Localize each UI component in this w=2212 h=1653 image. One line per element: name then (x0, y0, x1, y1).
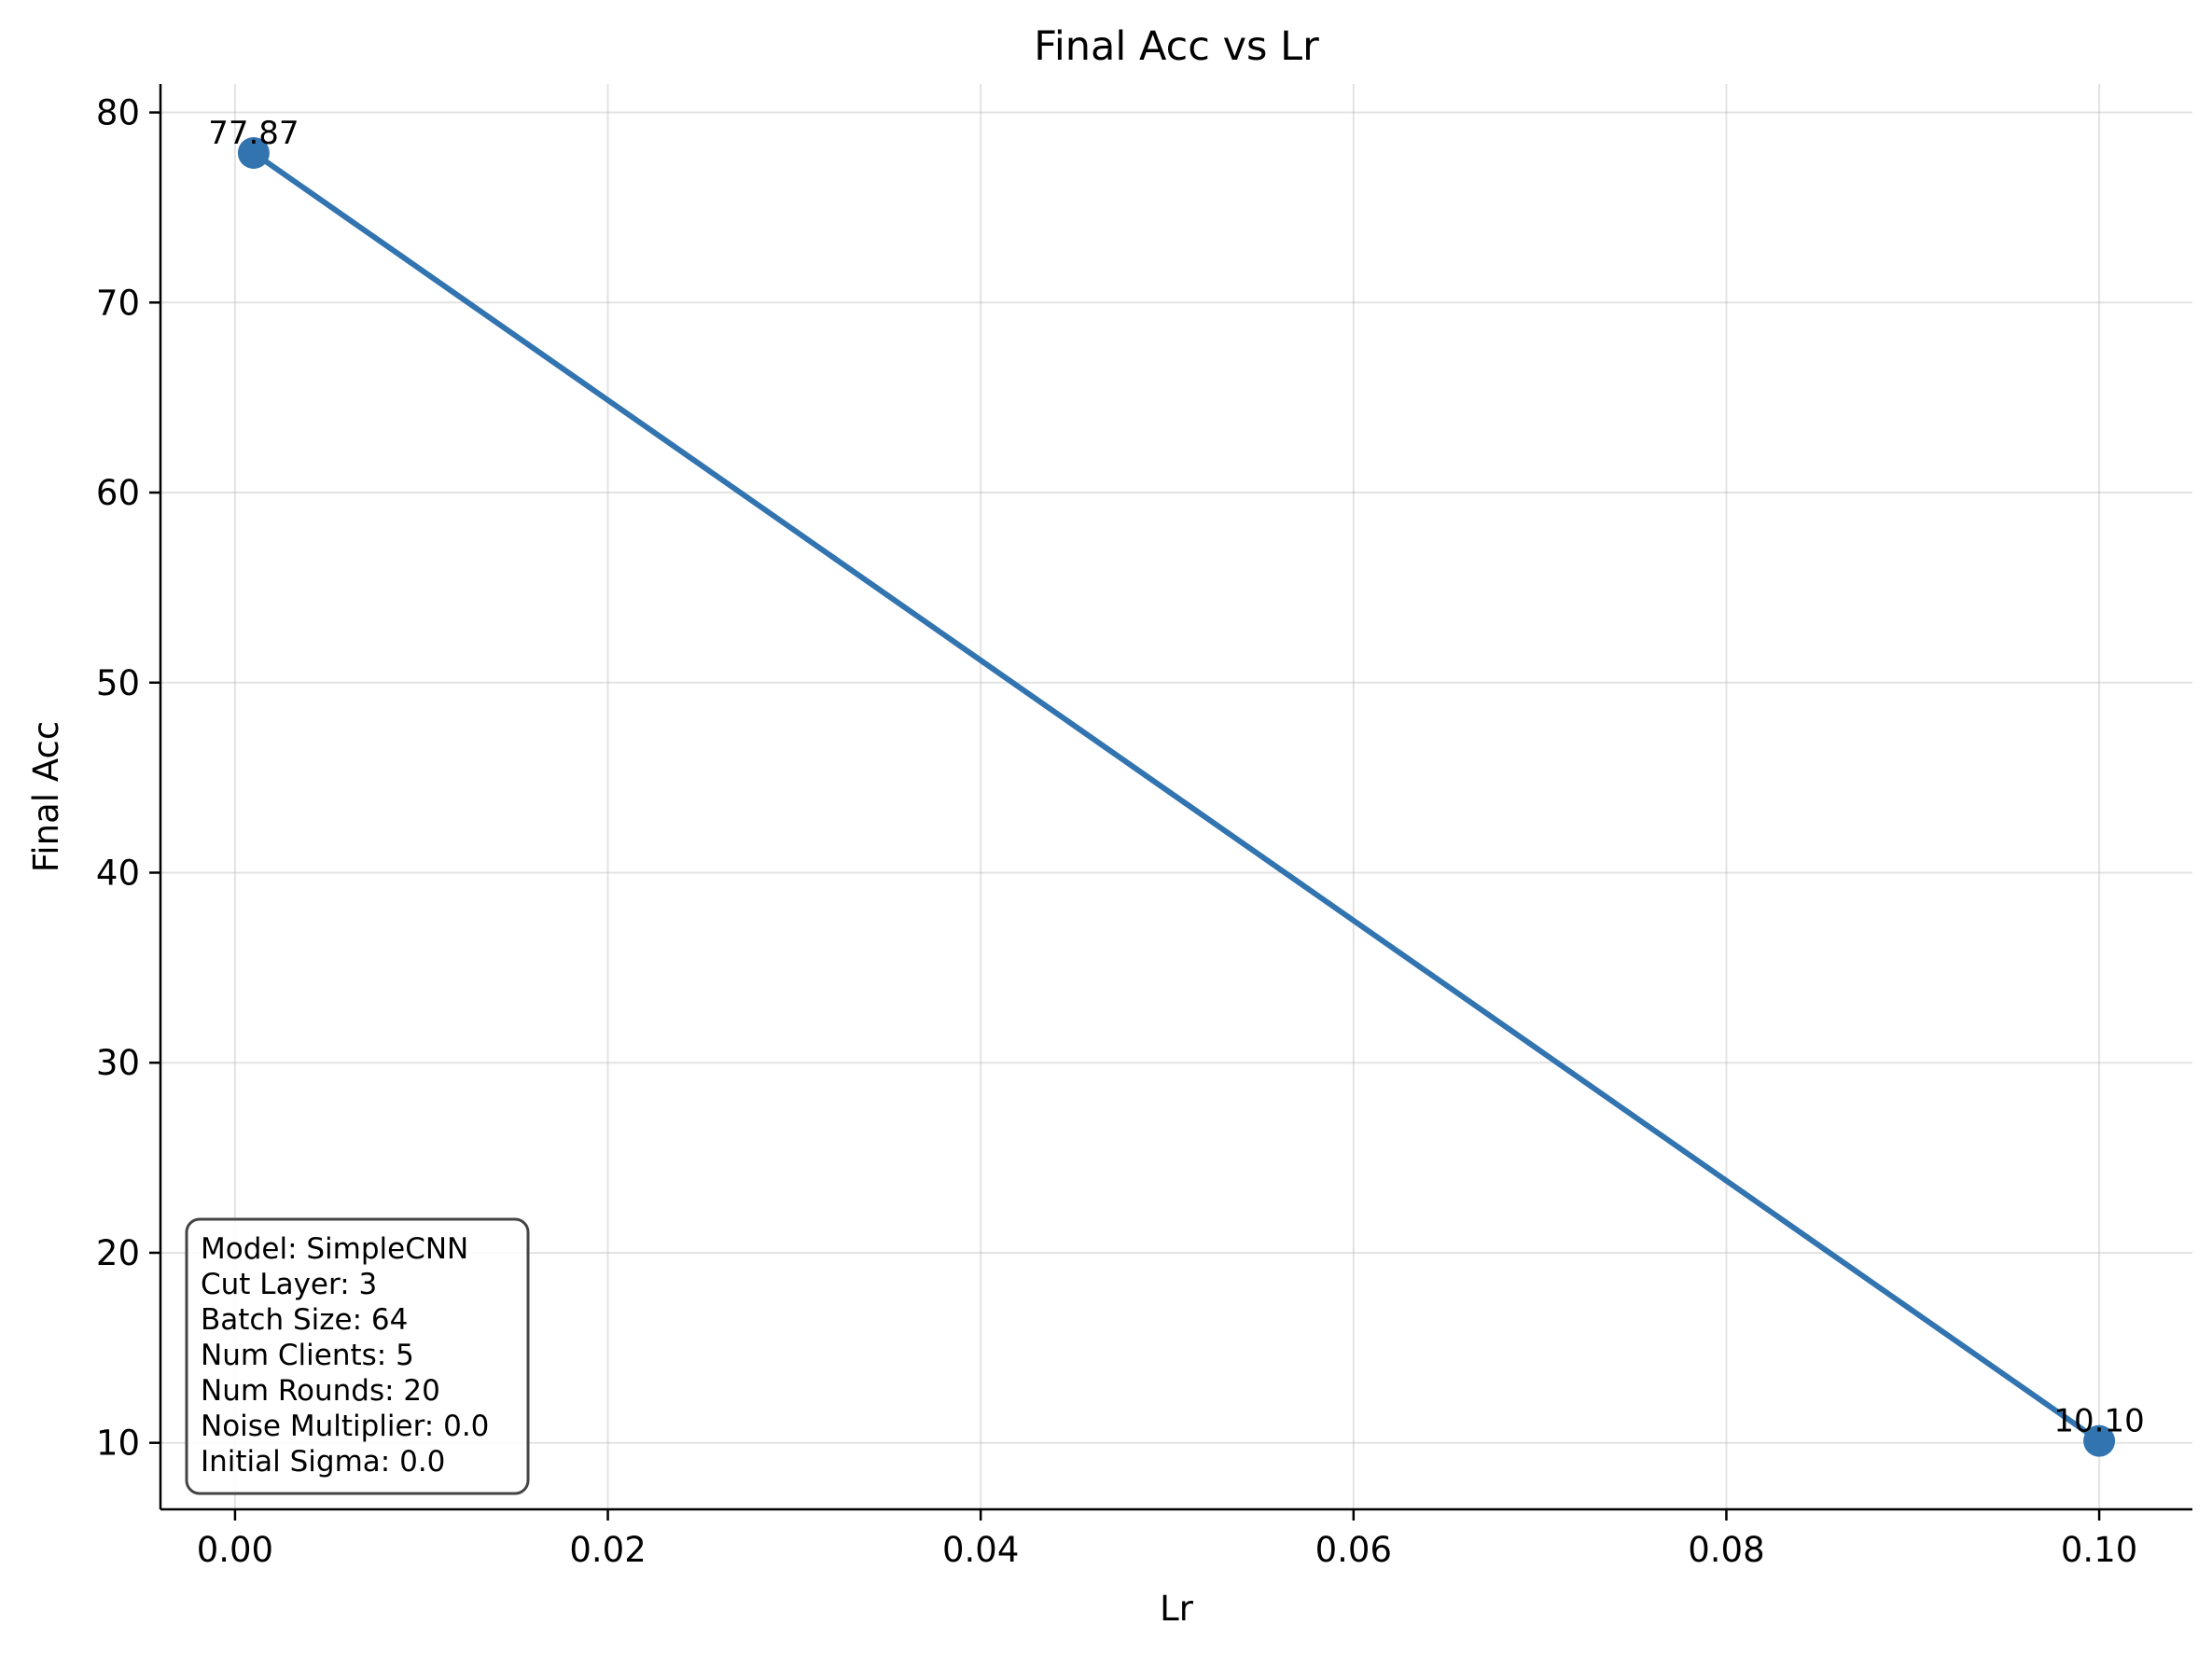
info-line-model: Model: SimpleCNN (201, 1232, 468, 1266)
y-tick-label: 10 (96, 1424, 140, 1464)
y-tick-label: 80 (96, 93, 140, 133)
info-line-num-clients: Num Clients: 5 (201, 1339, 414, 1372)
y-axis-ticks: 10 20 30 40 50 60 70 80 (96, 93, 160, 1464)
y-tick-label: 20 (96, 1233, 140, 1273)
y-tick-label: 50 (96, 663, 140, 703)
series-line (250, 149, 2103, 1444)
info-box-frame (185, 1217, 530, 1495)
x-tick-label: 0.02 (569, 1530, 646, 1570)
chart-title: Final Acc vs Lr (1034, 23, 1319, 70)
data-labels: 77.87 10.10 (208, 115, 2145, 1440)
data-label: 10.10 (2053, 1403, 2144, 1440)
x-tick-label: 0.00 (197, 1530, 273, 1570)
x-tick-label: 0.06 (1315, 1530, 1392, 1570)
x-axis-title: Lr (1160, 1589, 1194, 1629)
info-line-batch-size: Batch Size: 64 (201, 1303, 408, 1337)
y-tick-label: 40 (96, 853, 140, 893)
info-line-noise-multiplier: Noise Multiplier: 0.0 (201, 1410, 489, 1443)
x-tick-label: 0.10 (2061, 1530, 2137, 1570)
x-tick-label: 0.04 (942, 1530, 1019, 1570)
y-tick-label: 70 (96, 283, 140, 323)
data-point (237, 136, 270, 169)
axes (159, 84, 2192, 1511)
info-line-cut-layer: Cut Layer: 3 (201, 1268, 377, 1301)
x-axis-ticks: 0.00 0.02 0.04 0.06 0.08 0.10 (197, 1509, 2137, 1570)
x-tick-label: 0.08 (1688, 1530, 1764, 1570)
y-axis-title: Final Acc (26, 721, 66, 872)
y-tick-label: 30 (96, 1043, 140, 1083)
y-tick-label: 60 (96, 473, 140, 513)
info-line-initial-sigma: Initial Sigma: 0.0 (201, 1445, 445, 1479)
data-point (2083, 1424, 2116, 1457)
info-line-num-rounds: Num Rounds: 20 (201, 1374, 440, 1408)
grid (160, 84, 2192, 1509)
info-box: Model: SimpleCNN Cut Layer: 3 Batch Size… (185, 1217, 530, 1495)
data-label: 77.87 (208, 115, 299, 152)
series (237, 136, 2116, 1457)
